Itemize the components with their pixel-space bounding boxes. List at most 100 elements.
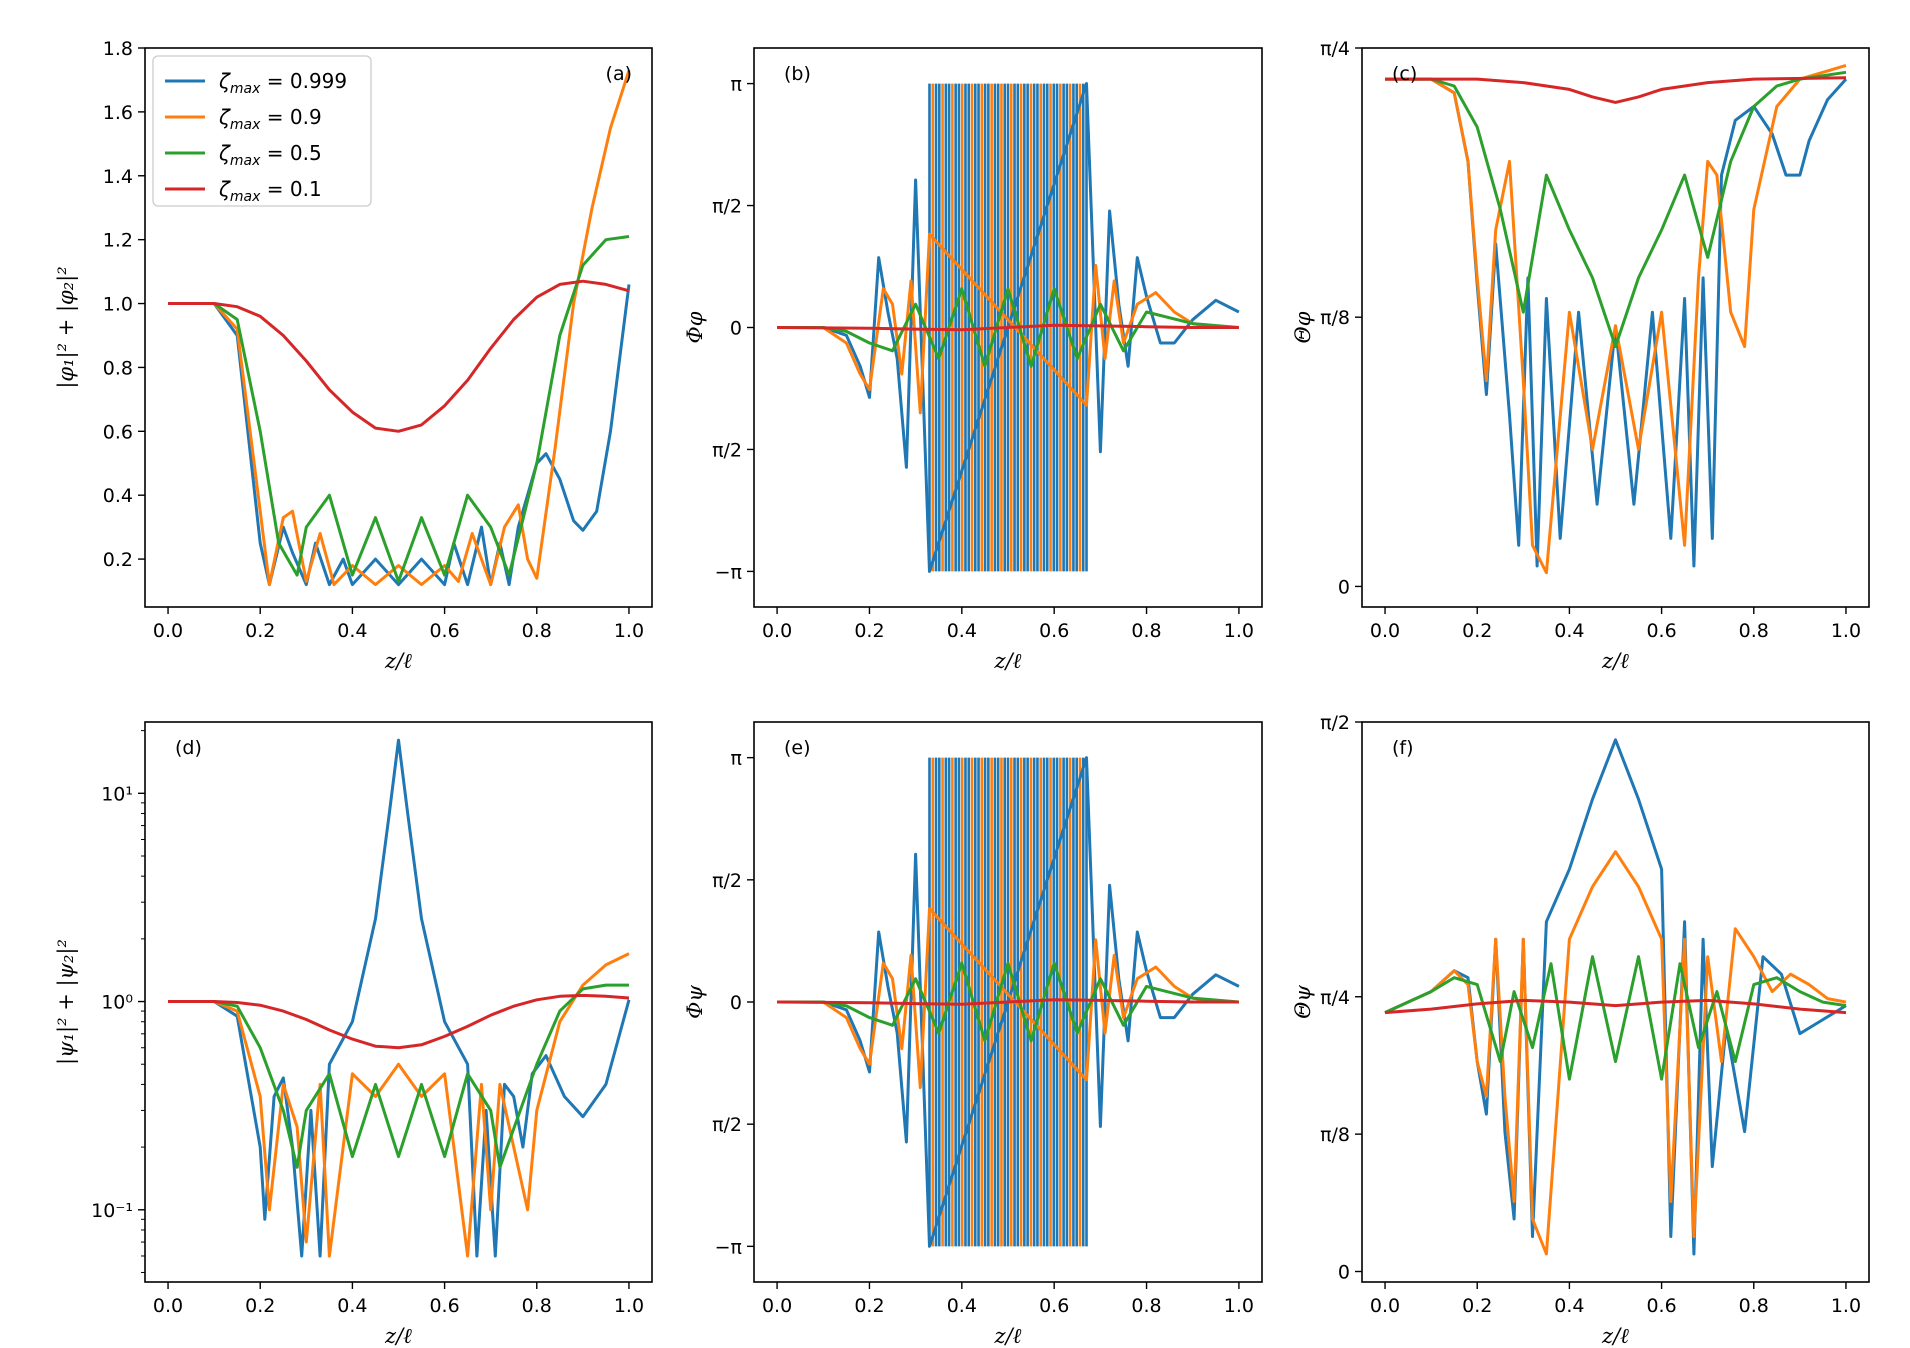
x-tick-label: 0.0 — [1370, 620, 1400, 642]
series-line-e-1 — [777, 907, 1239, 1090]
x-tick-label: 0.6 — [1646, 620, 1676, 642]
x-tick-label: 0.6 — [1039, 620, 1069, 642]
x-tick-label: 0.6 — [1039, 1295, 1069, 1317]
y-tick-label: 10⁰ — [101, 992, 133, 1014]
legend-entry: ζmax = 0.9 — [218, 105, 322, 133]
y-tick-label: 0 — [1338, 1262, 1350, 1284]
y-axis-label: Φφ — [683, 311, 707, 343]
axes-frame — [144, 47, 653, 608]
x-tick-label: 1.0 — [1224, 620, 1254, 642]
y-tick-label: π/8 — [1320, 307, 1350, 329]
series-line-d-0 — [168, 738, 631, 1258]
series-line-a-3 — [168, 279, 630, 433]
plot-area-a — [168, 69, 631, 587]
x-tick-label: 1.0 — [1831, 1295, 1861, 1317]
y-tick-label: π/2 — [712, 439, 742, 461]
series-line-d-1 — [168, 952, 630, 1258]
x-tick-label: 0.2 — [245, 1295, 275, 1317]
x-tick-label: 0.4 — [1554, 620, 1584, 642]
x-axis-label: z/ℓ — [994, 649, 1022, 673]
panel-label: (f) — [1392, 737, 1414, 759]
y-tick-label: 10¹ — [101, 783, 133, 805]
y-tick-label: π/2 — [712, 1114, 742, 1136]
x-tick-label: 0.2 — [854, 620, 884, 642]
y-tick-label: π/2 — [712, 196, 742, 218]
panel-e: 0.0 0.2 0.4 0.6 0.8 1.0 −π π/2 0 π/2 π z/ℓ Φψ (e) — [683, 721, 1263, 1348]
x-tick-label: 0.0 — [153, 1295, 183, 1317]
x-tick-label: 1.0 — [1224, 1295, 1254, 1317]
x-tick-label: 0.4 — [947, 620, 977, 642]
x-tick-label: 0.0 — [762, 620, 792, 642]
y-tick-label: 1.0 — [103, 294, 133, 316]
panel-label: (b) — [784, 63, 811, 85]
x-tick-label: 0.4 — [337, 620, 367, 642]
panel-label: (d) — [175, 737, 202, 759]
x-tick-label: 0.2 — [245, 620, 275, 642]
legend: ζmax = 0.999 ζmax = 0.9 ζmax = 0.5 ζmax = 0… — [152, 55, 372, 207]
x-tick-label: 0.8 — [1739, 620, 1769, 642]
y-axis-label: Θψ — [1291, 985, 1315, 1019]
series-line-f-2 — [1384, 955, 1847, 1081]
panel-c: 0.0 0.2 0.4 0.6 0.8 1.0 0 π/8 π/4 z/ℓ Θφ (c) — [1291, 38, 1870, 673]
plot-area-f — [1384, 738, 1847, 1256]
x-tick-label: 0.2 — [1462, 1295, 1492, 1317]
y-tick-label: 1.2 — [103, 230, 133, 252]
panel-b: 0.0 0.2 0.4 0.6 0.8 1.0 −π π/2 0 π/2 π z/ℓ Φφ (b) — [683, 47, 1263, 673]
series-line-d-2 — [168, 983, 629, 1169]
series-line-c-1 — [1385, 63, 1847, 575]
panel-label: (c) — [1392, 63, 1417, 85]
x-tick-label: 0.2 — [854, 1295, 884, 1317]
x-tick-label: 0.0 — [153, 620, 183, 642]
x-tick-label: 0.6 — [429, 1295, 459, 1317]
x-tick-label: 0.8 — [522, 620, 552, 642]
x-tick-label: 0.8 — [522, 1295, 552, 1317]
series-line-f-1 — [1384, 850, 1847, 1256]
x-axis-label: z/ℓ — [1601, 649, 1629, 673]
x-axis-label: z/ℓ — [994, 1324, 1022, 1348]
y-tick-label: 0.6 — [103, 421, 133, 443]
plot-area-e — [777, 756, 1240, 1248]
y-axis-label: |φ₁|² + |φ₂|² — [54, 266, 79, 388]
series-line-a-1 — [168, 69, 631, 587]
x-tick-label: 1.0 — [614, 1295, 644, 1317]
y-tick-label: π — [731, 748, 742, 770]
series-line-a-2 — [168, 235, 630, 583]
y-tick-label: 0 — [730, 318, 742, 340]
series-line-b-1 — [777, 232, 1239, 415]
y-tick-label: 0 — [730, 992, 742, 1014]
y-tick-label: 1.4 — [103, 166, 133, 188]
series-line-f-3 — [1384, 998, 1847, 1015]
y-axis-label: |ψ₁|² + |ψ₂|² — [54, 939, 79, 1065]
series-line-e-3 — [777, 998, 1239, 1006]
axes-frame — [1361, 47, 1870, 608]
plot-area-b — [777, 82, 1240, 573]
x-axis-label: z/ℓ — [1601, 1324, 1629, 1348]
legend-entry: ζmax = 0.5 — [218, 141, 322, 169]
panel-label: (e) — [784, 737, 811, 759]
x-tick-label: 0.0 — [1370, 1295, 1400, 1317]
y-axis-label: Θφ — [1291, 311, 1315, 343]
y-tick-label: π — [731, 74, 742, 96]
y-tick-label: 1.6 — [103, 102, 133, 124]
plot-area-d — [168, 738, 631, 1258]
x-tick-label: 0.4 — [947, 1295, 977, 1317]
y-axis-label: Φψ — [683, 985, 707, 1019]
y-tick-label: π/8 — [1320, 1124, 1350, 1146]
series-line-d-3 — [168, 993, 630, 1050]
x-tick-label: 0.0 — [762, 1295, 792, 1317]
x-tick-label: 0.6 — [429, 620, 459, 642]
axes-frame — [1361, 721, 1870, 1283]
x-tick-label: 0.8 — [1739, 1295, 1769, 1317]
series-line-c-2 — [1385, 70, 1847, 348]
y-tick-label: π/2 — [1320, 712, 1350, 734]
y-tick-label: π/2 — [712, 870, 742, 892]
y-tick-label: −π — [715, 561, 742, 583]
y-tick-label: −π — [715, 1236, 742, 1258]
legend-entry: ζmax = 0.1 — [218, 177, 322, 205]
y-tick-label: 10⁻¹ — [91, 1200, 133, 1222]
y-tick-label: π/4 — [1320, 38, 1350, 60]
y-tick-label: 0.8 — [103, 357, 133, 379]
series-line-a-0 — [168, 284, 631, 587]
plot-area-c — [1385, 63, 1848, 575]
